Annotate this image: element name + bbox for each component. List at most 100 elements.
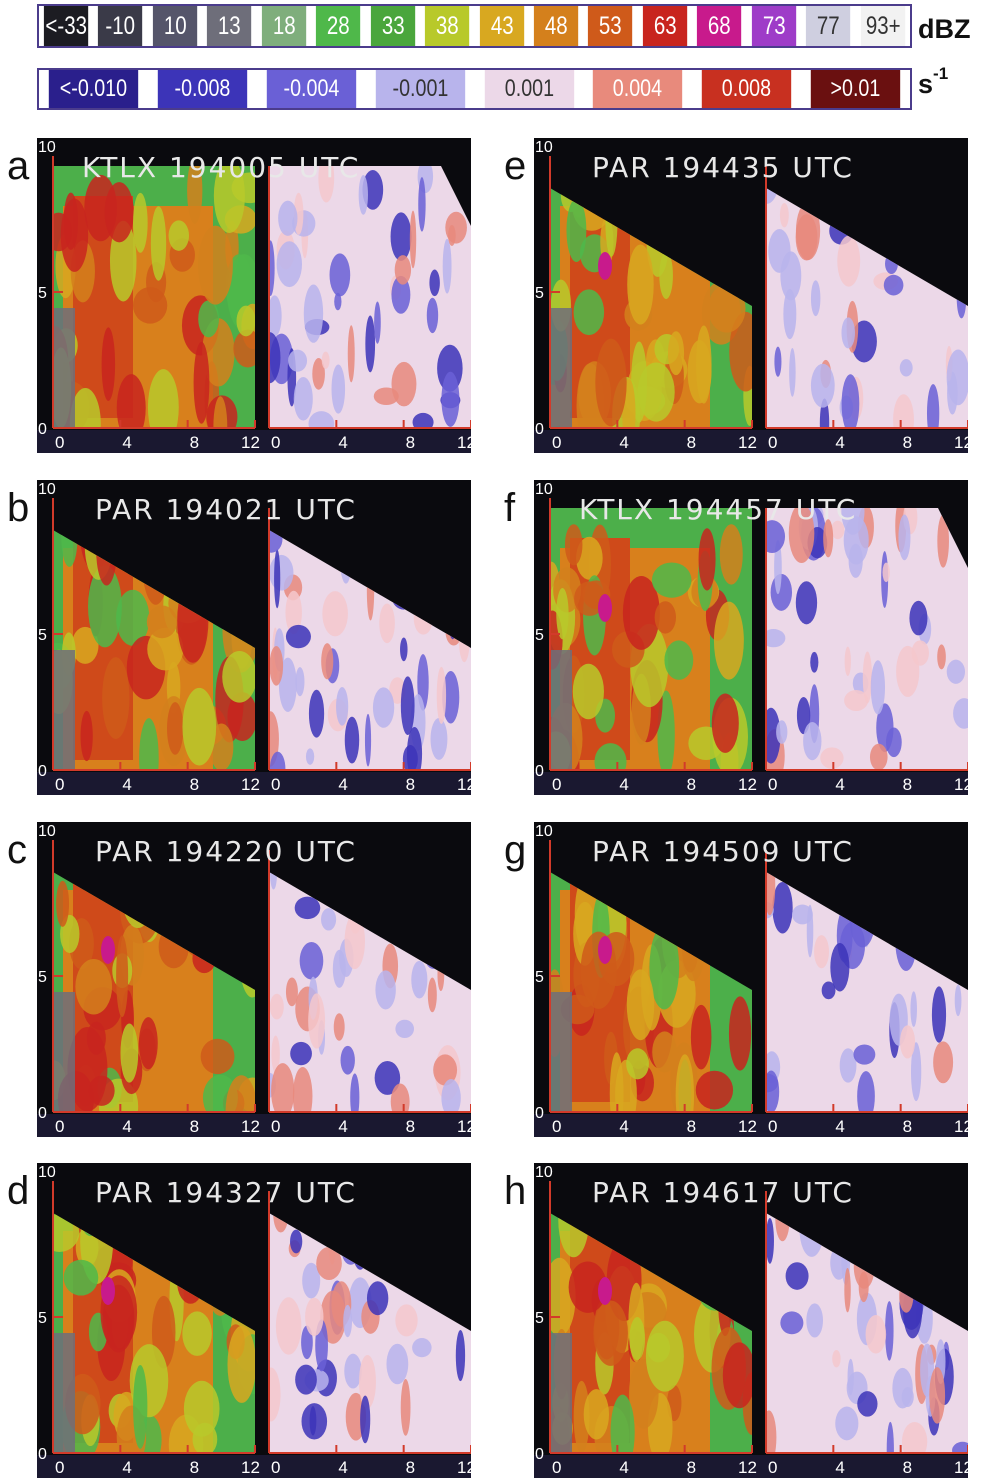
dbz-label-10: 53: [588, 6, 633, 46]
panel-e-right-xtick-0: 0: [768, 433, 778, 452]
panel-e-left-xtick-3: 12: [738, 433, 757, 452]
panel-d: [37, 1163, 471, 1478]
panel-a-right-xtick-1: 4: [338, 433, 348, 452]
panel-letter-f: f: [504, 486, 516, 530]
panel-c-ytick-0: 10: [38, 823, 56, 840]
panel-g-left-xtick-2: 8: [686, 1117, 697, 1136]
panel-g-left-xtick-1: 4: [619, 1117, 629, 1136]
dbz-label-2: 10: [152, 6, 198, 46]
panel-c: [37, 822, 471, 1137]
panel-b-right-xtick-1: 4: [338, 775, 348, 794]
panel-g-right-xtick-0: 0: [768, 1117, 778, 1136]
panel-f-ytick-0: 10: [535, 481, 553, 498]
velocity-unit-base: s: [918, 69, 934, 99]
panel-h-left-xtick-1: 4: [619, 1458, 629, 1477]
panel-f-left-xtick-2: 8: [686, 775, 697, 794]
panel-h-right-xtick-3: 12: [954, 1458, 973, 1477]
panel-g-ytick-1: 5: [535, 969, 544, 986]
panel-b-left-xtick-1: 4: [122, 775, 132, 794]
panel-h: [534, 1163, 968, 1478]
panel-a-right-xtick-3: 12: [457, 433, 476, 452]
panel-a-right-xtick-0: 0: [271, 433, 281, 452]
panel-c-left-xtick-3: 12: [241, 1117, 260, 1136]
dbz-label-9: 48: [533, 6, 579, 46]
panel-b-right-xtick-2: 8: [405, 775, 416, 794]
panel-h-right-xtick-0: 0: [768, 1458, 778, 1477]
vel-label-3: -0.001: [375, 70, 465, 108]
panel-b-left-xtick-3: 12: [241, 775, 260, 794]
panel-b-title: PAR 194021 UTC: [95, 493, 357, 526]
panel-a-right-xtick-2: 8: [405, 433, 416, 452]
panel-g-right-xtick-3: 12: [954, 1117, 973, 1136]
panel-e-ytick-0: 10: [535, 139, 553, 156]
reflectivity-unit-label: dBZ: [918, 14, 971, 44]
dbz-label-11: 63: [642, 6, 688, 46]
panel-f-left-xtick-1: 4: [619, 775, 629, 794]
panel-g-image: [534, 822, 968, 1137]
dbz-label-3: 13: [207, 6, 252, 46]
panel-b-ytick-0: 10: [38, 481, 56, 498]
panel-d-right-xtick-3: 12: [457, 1458, 476, 1477]
panel-a-left-xtick-2: 8: [189, 433, 200, 452]
dbz-label-1: -10: [98, 6, 143, 46]
panel-f-title: KTLX 194457 UTC: [579, 493, 858, 526]
panel-b-left-xtick-0: 0: [55, 775, 65, 794]
panel-f: [534, 480, 968, 795]
panel-letter-c: c: [7, 828, 27, 872]
velocity-colorbar: <-0.010 -0.008 -0.004 -0.001 0.001 0.004 0.008…: [37, 68, 912, 110]
panel-c-right-xtick-3: 12: [457, 1117, 476, 1136]
panel-e-image: [534, 138, 968, 453]
panel-a-ytick-2: 0: [38, 421, 47, 438]
panel-c-image: [37, 822, 471, 1137]
panel-f-image: [534, 480, 968, 795]
panel-a-ytick-1: 5: [38, 285, 47, 302]
panel-h-ytick-0: 10: [535, 1164, 553, 1181]
panel-e-right-xtick-1: 4: [835, 433, 845, 452]
panel-h-ytick-1: 5: [535, 1310, 544, 1327]
panel-f-left-xtick-0: 0: [552, 775, 562, 794]
panel-c-right-xtick-0: 0: [271, 1117, 281, 1136]
panel-d-ytick-0: 10: [38, 1164, 56, 1181]
panel-c-left-xtick-1: 4: [122, 1117, 132, 1136]
dbz-label-7: 38: [424, 6, 470, 46]
panel-h-right-xtick-2: 8: [902, 1458, 913, 1477]
panel-e-left-xtick-1: 4: [619, 433, 629, 452]
dbz-label-8: 43: [479, 6, 525, 46]
vel-label-1: -0.008: [157, 70, 247, 108]
vel-label-5: 0.004: [593, 70, 683, 108]
panel-b-ytick-2: 0: [38, 763, 47, 780]
panel-b-right-xtick-0: 0: [271, 775, 281, 794]
dbz-label-14: 77: [806, 6, 851, 46]
panel-c-ytick-1: 5: [38, 969, 47, 986]
panel-d-ytick-2: 0: [38, 1446, 47, 1463]
panel-e-ytick-2: 0: [535, 421, 544, 438]
panel-b-right-xtick-3: 12: [457, 775, 476, 794]
panel-e-left-xtick-0: 0: [552, 433, 562, 452]
panel-f-left-xtick-3: 12: [738, 775, 757, 794]
panel-d-right-xtick-2: 8: [405, 1458, 416, 1477]
panel-b-image: [37, 480, 471, 795]
panel-e-title: PAR 194435 UTC: [592, 151, 854, 184]
panel-g-right-xtick-1: 4: [835, 1117, 845, 1136]
dbz-label-13: 73: [751, 6, 797, 46]
panel-e-left-xtick-2: 8: [686, 433, 697, 452]
panel-g-right-xtick-2: 8: [902, 1117, 913, 1136]
panel-letter-h: h: [504, 1169, 527, 1213]
panel-e-right-xtick-2: 8: [902, 433, 913, 452]
panel-b: [37, 480, 471, 795]
panel-f-ytick-2: 0: [535, 763, 544, 780]
panel-h-left-xtick-0: 0: [552, 1458, 562, 1477]
panel-f-right-xtick-0: 0: [768, 775, 778, 794]
panel-g-left-xtick-0: 0: [552, 1117, 562, 1136]
dbz-label-12: 68: [697, 6, 742, 46]
panel-a-ytick-0: 10: [38, 139, 56, 156]
panel-d-image: [37, 1163, 471, 1478]
panel-d-left-xtick-1: 4: [122, 1458, 132, 1477]
panel-letter-b: b: [7, 486, 30, 530]
panel-letter-g: g: [504, 828, 527, 872]
panel-f-right-xtick-3: 12: [954, 775, 973, 794]
panel-f-right-xtick-2: 8: [902, 775, 913, 794]
dbz-label-5: 28: [316, 6, 361, 46]
panel-e-ytick-1: 5: [535, 285, 544, 302]
panel-h-image: [534, 1163, 968, 1478]
